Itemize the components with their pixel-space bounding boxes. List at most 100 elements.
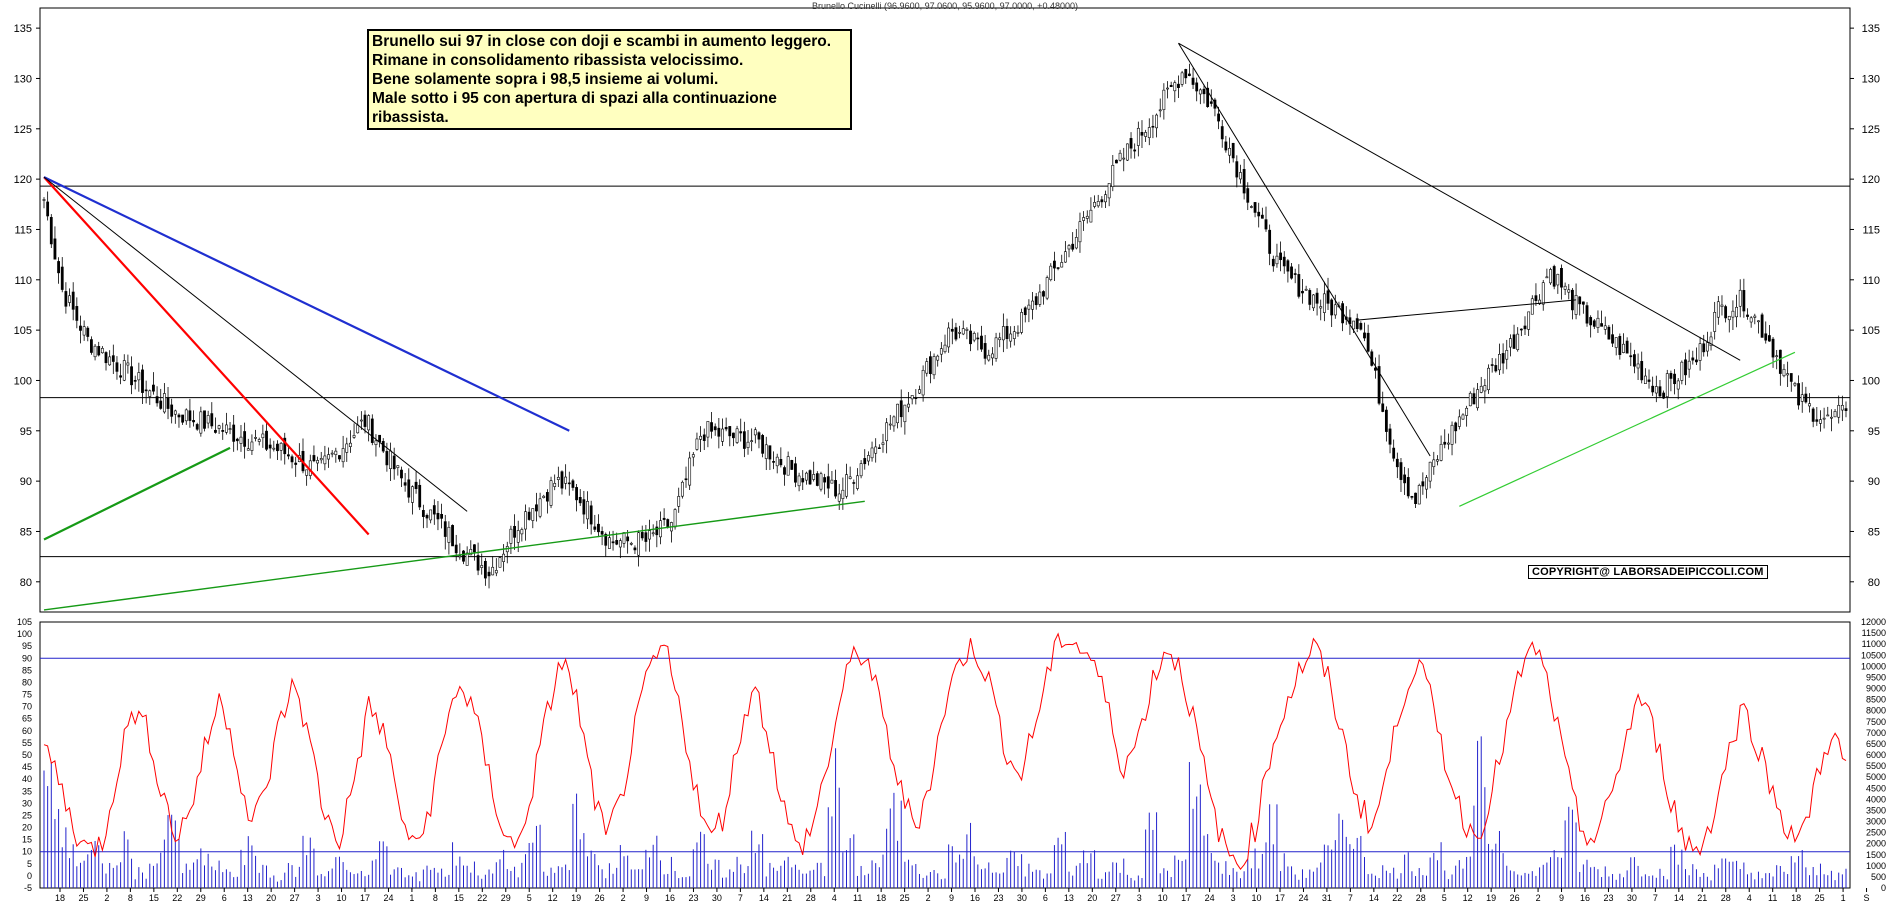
candle-body <box>287 454 290 457</box>
candle-body <box>184 409 188 422</box>
x-tick-label: 30 <box>1627 893 1637 903</box>
candle-body <box>1819 419 1822 424</box>
x-tick-label: 24 <box>1205 893 1215 903</box>
candle-body <box>152 384 155 392</box>
candle-body <box>1421 481 1425 487</box>
candle-body <box>1020 312 1024 333</box>
candle-body <box>655 526 659 536</box>
candle-body <box>1607 326 1611 340</box>
candle-body <box>1188 73 1191 76</box>
candle-body <box>520 529 524 535</box>
candle-body <box>954 327 958 340</box>
candle-body <box>783 467 786 475</box>
candle-body <box>392 455 396 470</box>
candle-body <box>1764 333 1768 341</box>
volume-tick-label: 8500 <box>1866 695 1886 705</box>
candle-body <box>1465 407 1469 416</box>
x-tick-label: 30 <box>712 893 722 903</box>
candle-body <box>761 435 765 454</box>
x-tick-label: 11 <box>1768 893 1777 903</box>
candle-body <box>1676 380 1680 390</box>
candle-body <box>210 413 214 427</box>
candle-body <box>1111 164 1115 187</box>
candle-body <box>1552 266 1556 287</box>
candle-body <box>440 513 444 519</box>
candle-body <box>929 356 932 375</box>
volume-tick-label: 3000 <box>1866 817 1886 827</box>
candle-body <box>1822 417 1826 420</box>
y-tick-label-left: 90 <box>20 476 32 488</box>
candle-body <box>794 463 797 483</box>
candle-body <box>527 511 531 520</box>
candle-body <box>1494 365 1498 372</box>
candle-body <box>1509 338 1512 348</box>
candle-body <box>1096 201 1100 207</box>
candle-body <box>403 482 407 486</box>
candle-body <box>622 532 626 544</box>
candle-body <box>801 478 805 483</box>
candle-body <box>680 481 684 497</box>
candle-body <box>1767 335 1771 342</box>
candle-body <box>710 422 713 432</box>
candle-body <box>217 425 221 429</box>
x-tick-label: 28 <box>806 893 816 903</box>
candle-body <box>144 389 148 392</box>
x-tick-label: 2 <box>104 893 109 903</box>
x-tick-label: 17 <box>360 893 370 903</box>
candle-body <box>432 505 436 515</box>
candle-body <box>775 456 779 467</box>
candle-body <box>1122 157 1126 160</box>
candle-body <box>155 396 159 404</box>
candle-body <box>1698 343 1702 361</box>
candle-body <box>82 326 86 336</box>
x-tick-label: 25 <box>1815 893 1825 903</box>
candle-body <box>943 344 947 353</box>
candle-body <box>746 441 750 448</box>
candle-body <box>786 456 790 476</box>
candle-body <box>779 459 783 466</box>
x-tick-label: 28 <box>1416 893 1426 903</box>
candle-body <box>261 433 265 439</box>
candle-body <box>458 555 462 558</box>
x-tick-label: 23 <box>1603 893 1613 903</box>
candle-body <box>728 426 732 437</box>
candle-body <box>1581 301 1585 305</box>
candle-body <box>735 428 739 443</box>
osc-tick-label: 100 <box>17 629 32 639</box>
candle-body <box>936 355 940 361</box>
x-tick-label: 14 <box>1674 893 1684 903</box>
candle-body <box>757 432 761 440</box>
candle-body <box>1359 323 1363 330</box>
osc-tick-label: 95 <box>22 641 32 651</box>
candle-body <box>1231 142 1235 159</box>
candle-body <box>888 423 892 426</box>
x-tick-label: 13 <box>1064 893 1074 903</box>
candle-body <box>1392 447 1396 459</box>
candle-body <box>265 430 268 450</box>
candle-body <box>819 473 823 490</box>
candle-body <box>1184 69 1188 79</box>
candle-body <box>232 424 236 442</box>
candle-body <box>797 475 801 487</box>
candle-body <box>1665 373 1669 398</box>
candle-body <box>1330 299 1334 316</box>
volume-tick-label: 11000 <box>1862 639 1886 649</box>
y-tick-label-right: 80 <box>1868 577 1880 589</box>
candle-body <box>1654 386 1658 394</box>
candle-body <box>1651 385 1655 393</box>
candle-body <box>852 482 856 484</box>
candle-body <box>1366 332 1370 352</box>
candle-body <box>1578 296 1582 305</box>
candle-body <box>1782 368 1786 377</box>
candle-body <box>1629 355 1633 358</box>
x-tick-label: 26 <box>1510 893 1520 903</box>
candle-body <box>283 437 287 455</box>
candle-body <box>1151 125 1155 128</box>
candle-body <box>214 429 217 433</box>
candle-body <box>1808 403 1811 407</box>
candle-body <box>1468 392 1472 407</box>
x-tick-label: 2 <box>1536 893 1541 903</box>
candle-body <box>1622 343 1625 353</box>
candle-body <box>1457 416 1461 427</box>
candle-body <box>1563 285 1567 290</box>
